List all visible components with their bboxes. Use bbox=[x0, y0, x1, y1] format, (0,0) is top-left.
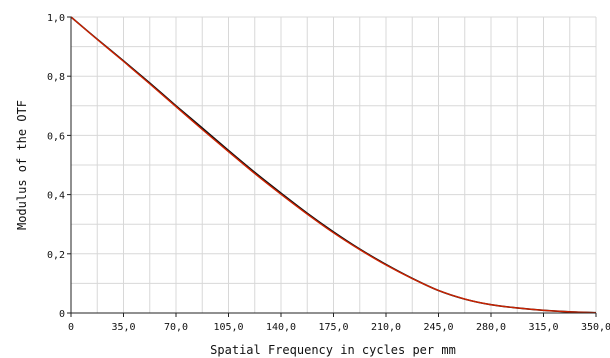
y-tick-label: 0,2 bbox=[47, 250, 65, 261]
x-tick-label: 350,0 bbox=[581, 322, 610, 333]
x-tick-label: 280,0 bbox=[476, 322, 506, 333]
x-tick-label: 140,0 bbox=[266, 322, 296, 333]
y-tick-label: 0,4 bbox=[47, 191, 65, 202]
x-axis-label: Spatial Frequency in cycles per mm bbox=[210, 343, 456, 357]
x-tick-label: 210,0 bbox=[371, 322, 401, 333]
x-tick-label: 105,0 bbox=[213, 322, 243, 333]
grid bbox=[70, 16, 597, 314]
y-axis-label: Modulus of the OTF bbox=[15, 100, 29, 230]
x-tick-label: 70,0 bbox=[164, 322, 188, 333]
x-tick-label: 0 bbox=[68, 322, 74, 333]
y-tick-label: 0 bbox=[59, 309, 65, 320]
x-tick-label: 315,0 bbox=[528, 322, 558, 333]
y-tick-label: 1,0 bbox=[47, 13, 65, 24]
y-tick-label: 0,8 bbox=[47, 72, 65, 83]
x-tick-label: 175,0 bbox=[318, 322, 348, 333]
x-tick-labels: 0 35,0 70,0 105,0 140,0 175,0 210,0 245,0 280,0 3… bbox=[68, 313, 610, 333]
x-tick-label: 245,0 bbox=[423, 322, 453, 333]
x-tick-label: 35,0 bbox=[111, 322, 135, 333]
y-tick-label: 0,6 bbox=[47, 131, 65, 142]
series-lines bbox=[70, 16, 597, 314]
y-tick-labels: 0 0,2 0,4 0,6 0,8 1,0 bbox=[47, 13, 71, 320]
series-line-2 bbox=[70, 16, 597, 314]
